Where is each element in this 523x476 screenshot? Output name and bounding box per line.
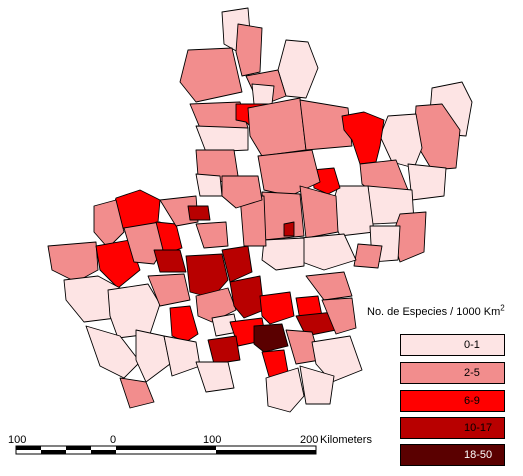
region-south-darkest bbox=[253, 323, 289, 353]
scale-label-0: 0 bbox=[110, 434, 117, 446]
map-regions bbox=[47, 7, 473, 413]
region-south-3 bbox=[265, 367, 305, 413]
region-west-5 bbox=[195, 221, 229, 249]
legend-swatch-2-5 bbox=[400, 362, 505, 384]
region-center-2 bbox=[261, 191, 305, 241]
region-north-5 bbox=[251, 83, 275, 105]
region-north-2 bbox=[179, 47, 243, 103]
region-center-west-darkred-2 bbox=[221, 245, 253, 283]
region-northeast-4 bbox=[407, 163, 447, 201]
scale-label-100-left: 100 bbox=[8, 434, 27, 446]
legend-swatch-0-1 bbox=[400, 334, 505, 356]
region-south-2 bbox=[311, 335, 363, 383]
region-center-4 bbox=[299, 233, 357, 271]
legend-label-10-17: 10-17 bbox=[464, 422, 493, 434]
region-north-1 bbox=[235, 23, 263, 77]
legend-row-6-9: 6-9 bbox=[400, 390, 505, 412]
region-center-west-darkred-1 bbox=[185, 253, 229, 299]
region-center-darkred bbox=[283, 221, 295, 237]
region-northwest-3 bbox=[221, 175, 263, 209]
region-southwest-red bbox=[169, 305, 199, 343]
region-west-4 bbox=[159, 195, 199, 227]
scale-unit-label: Kilometers bbox=[320, 434, 372, 446]
region-south-darkred bbox=[207, 335, 241, 365]
legend-label-2-5: 2-5 bbox=[464, 367, 480, 379]
region-southwest-1 bbox=[85, 325, 141, 379]
region-center-3 bbox=[299, 185, 339, 239]
region-south-5 bbox=[305, 271, 353, 301]
scale-label-200: 200 bbox=[300, 434, 319, 446]
region-northeast-3 bbox=[379, 113, 423, 169]
region-south-4 bbox=[299, 365, 335, 405]
region-west-7 bbox=[107, 283, 161, 339]
region-center-darkred-2 bbox=[229, 275, 265, 319]
region-northwest-2 bbox=[195, 173, 223, 197]
region-southwest-5 bbox=[119, 377, 155, 409]
region-southwest-4 bbox=[195, 361, 235, 393]
legend-title-superscript: 2 bbox=[500, 303, 505, 313]
region-west-darkred-2 bbox=[153, 249, 187, 273]
region-north-7 bbox=[195, 125, 249, 153]
region-center-5 bbox=[261, 237, 305, 271]
legend-row-10-17: 10-17 bbox=[400, 417, 505, 439]
region-west-darkred-1 bbox=[187, 205, 211, 221]
legend-swatch-18-50 bbox=[400, 444, 505, 466]
legend-label-18-50: 18-50 bbox=[464, 449, 493, 461]
legend-row-2-5: 2-5 bbox=[400, 362, 505, 384]
region-west-1 bbox=[93, 199, 125, 249]
region-north-9 bbox=[299, 99, 353, 151]
region-west-2 bbox=[47, 241, 99, 283]
region-west-red-2 bbox=[95, 239, 141, 289]
legend-label-6-9: 6-9 bbox=[464, 395, 480, 407]
region-west-8 bbox=[147, 273, 191, 307]
region-south-6 bbox=[321, 297, 357, 335]
legend-swatch-10-17 bbox=[400, 417, 505, 439]
scale-label-100-right: 100 bbox=[203, 434, 222, 446]
legend-row-0-1: 0-1 bbox=[400, 334, 505, 356]
region-south-red-1 bbox=[259, 291, 295, 325]
legend-row-18-50: 18-50 bbox=[400, 444, 505, 466]
legend-swatch-6-9 bbox=[400, 390, 505, 412]
region-east-6 bbox=[353, 243, 383, 269]
region-north-8 bbox=[247, 97, 307, 157]
region-west-red-3 bbox=[155, 221, 183, 255]
legend-title: No. de Especies / 1000 Km2 bbox=[367, 303, 505, 318]
legend-title-text: No. de Especies / 1000 Km bbox=[367, 306, 501, 318]
region-southwest-2 bbox=[135, 329, 171, 383]
region-southwest-3 bbox=[163, 335, 201, 377]
legend-label-0-1: 0-1 bbox=[464, 339, 480, 351]
